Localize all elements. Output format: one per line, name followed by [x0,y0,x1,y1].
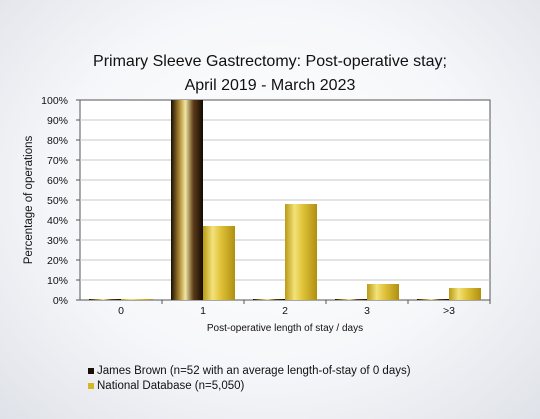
y-tick-label: 40% [47,215,68,227]
legend-swatch-james-brown [88,367,94,374]
x-tick-label: 1 [200,305,206,317]
bar-national-database-2 [285,204,317,300]
y-axis-label: Percentage of operations [23,136,35,265]
legend-label-national-database: National Database (n=5,050) [97,379,245,392]
bar-james-brown-2 [253,299,285,300]
y-tick-label: 50% [47,195,68,207]
bar-james-brown-4 [417,299,449,300]
bar-national-database-0 [121,299,153,300]
gridlines [76,99,490,301]
x-tick-label: 3 [364,305,370,317]
bar-james-brown-0 [89,299,121,300]
bar-national-database-1 [203,226,235,300]
y-tick-label: 90% [47,115,68,127]
y-tick-label: 0% [53,295,68,307]
y-tick-labels: 0% 10% 20% 30% 40% 50% 60% 70% 80% 90% 100% [41,95,68,307]
chart-subtitle: April 2019 - March 2023 [185,77,356,94]
x-tick-label: 2 [282,305,288,317]
chart-title: Primary Sleeve Gastrectomy: Post-operati… [93,53,447,70]
bar-james-brown-3 [335,299,367,300]
y-tick-label: 100% [41,95,68,107]
y-tick-label: 60% [47,175,68,187]
y-tick-label: 20% [47,255,68,267]
y-tick-label: 70% [47,155,68,167]
legend-label-james-brown: James Brown (n=52 with an average length… [97,364,411,377]
x-tick-labels: 0 1 2 3 >3 [118,305,455,317]
legend-item-national-database: National Database (n=5,050) [88,378,411,393]
y-tick-label: 80% [47,135,68,147]
x-axis-label: Post-operative length of stay / days [207,323,363,334]
y-tick-label: 10% [47,275,68,287]
legend: James Brown (n=52 with an average length… [88,363,411,393]
bars [89,100,491,304]
legend-swatch-national-database [88,382,94,389]
y-tick-label: 30% [47,235,68,247]
x-tick-label: >3 [443,305,455,317]
x-tick-label: 0 [118,305,124,317]
bar-national-database-4 [449,288,481,300]
legend-item-james-brown: James Brown (n=52 with an average length… [88,363,411,378]
bar-james-brown-1 [171,100,203,300]
bar-national-database-3 [367,284,399,300]
